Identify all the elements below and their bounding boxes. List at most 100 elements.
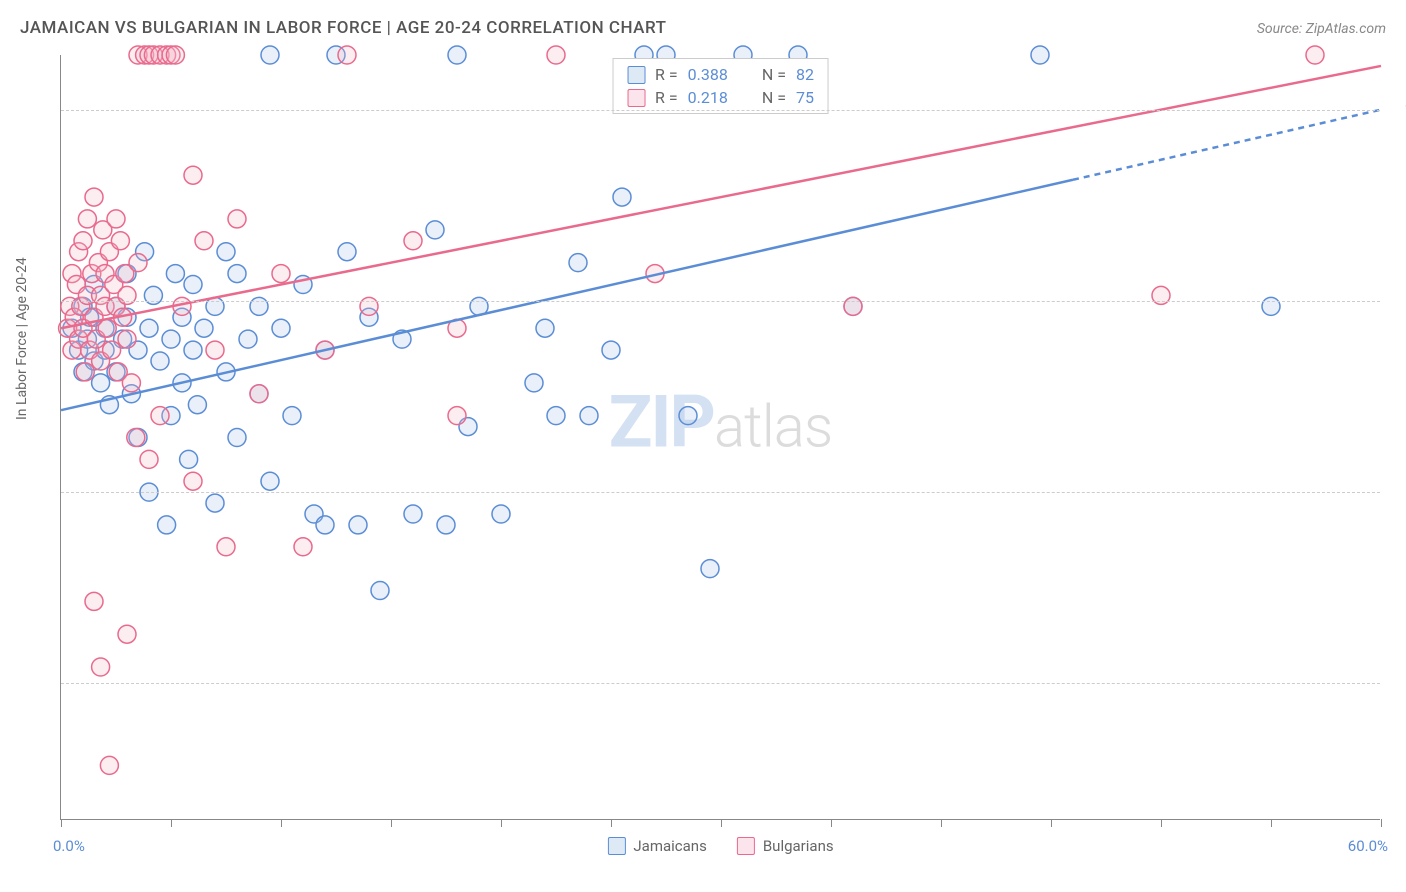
title-bar: JAMAICAN VS BULGARIAN IN LABOR FORCE | A… xyxy=(20,18,1386,38)
scatter-point xyxy=(111,232,129,250)
scatter-point xyxy=(166,265,184,283)
scatter-point xyxy=(195,232,213,250)
gridline-h xyxy=(61,110,1380,111)
scatter-point xyxy=(118,625,136,643)
scatter-point xyxy=(1031,46,1049,64)
x-tick xyxy=(1271,819,1272,827)
scatter-point xyxy=(272,319,290,337)
scatter-point xyxy=(76,363,94,381)
legend-n-label: N = xyxy=(762,88,786,107)
scatter-point xyxy=(294,538,312,556)
scatter-point xyxy=(228,210,246,228)
scatter-point xyxy=(129,254,147,272)
gridline-h xyxy=(61,492,1380,493)
scatter-point xyxy=(140,450,158,468)
scatter-point xyxy=(250,385,268,403)
scatter-point xyxy=(536,319,554,337)
y-axis-label: In Labor Force | Age 20-24 xyxy=(14,257,30,420)
scatter-point xyxy=(74,232,92,250)
legend-n-label: N = xyxy=(762,65,786,84)
trend-line xyxy=(61,180,1073,410)
scatter-point xyxy=(228,265,246,283)
scatter-point xyxy=(228,429,246,447)
scatter-point xyxy=(261,46,279,64)
scatter-point xyxy=(525,374,543,392)
scatter-point xyxy=(217,243,235,261)
scatter-point xyxy=(100,756,118,774)
series-legend-label: Jamaicans xyxy=(633,837,706,855)
scatter-point xyxy=(78,210,96,228)
scatter-point xyxy=(261,472,279,490)
scatter-point xyxy=(547,46,565,64)
scatter-point xyxy=(338,243,356,261)
legend-swatch xyxy=(627,89,645,107)
scatter-point xyxy=(404,232,422,250)
scatter-point xyxy=(404,505,422,523)
legend-swatch xyxy=(627,66,645,84)
scatter-point xyxy=(188,396,206,414)
scatter-point xyxy=(338,46,356,64)
legend-swatch xyxy=(737,837,755,855)
scatter-point xyxy=(151,407,169,425)
series-legend-item: Jamaicans xyxy=(607,837,706,855)
x-axis-min-label: 0.0% xyxy=(53,837,85,855)
legend-swatch xyxy=(607,837,625,855)
trend-line-dashed xyxy=(1073,110,1381,180)
scatter-point xyxy=(184,276,202,294)
scatter-point xyxy=(98,319,116,337)
correlation-legend-row: R = 0.218N = 75 xyxy=(627,86,814,109)
scatter-point xyxy=(349,516,367,534)
gridline-h xyxy=(61,301,1380,302)
scatter-point xyxy=(184,472,202,490)
scatter-point xyxy=(569,254,587,272)
legend-r-label: R = xyxy=(655,65,678,84)
scatter-point xyxy=(613,188,631,206)
scatter-point xyxy=(272,265,290,283)
scatter-point xyxy=(195,319,213,337)
scatter-point xyxy=(217,538,235,556)
scatter-point xyxy=(103,341,121,359)
x-tick xyxy=(611,819,612,827)
scatter-point xyxy=(127,429,145,447)
scatter-point xyxy=(371,582,389,600)
scatter-point xyxy=(1306,46,1324,64)
x-tick xyxy=(391,819,392,827)
correlation-legend: R = 0.388N = 82R = 0.218N = 75 xyxy=(612,58,829,114)
x-tick xyxy=(61,819,62,827)
series-legend: Jamaicans Bulgarians xyxy=(607,837,833,855)
x-tick xyxy=(1051,819,1052,827)
scatter-point xyxy=(448,46,466,64)
scatter-point xyxy=(206,341,224,359)
scatter-point xyxy=(426,221,444,239)
series-legend-label: Bulgarians xyxy=(763,837,834,855)
x-tick xyxy=(831,819,832,827)
scatter-point xyxy=(180,450,198,468)
scatter-point xyxy=(316,516,334,534)
scatter-point xyxy=(85,188,103,206)
chart-container: JAMAICAN VS BULGARIAN IN LABOR FORCE | A… xyxy=(0,0,1406,892)
scatter-point xyxy=(547,407,565,425)
scatter-point xyxy=(283,407,301,425)
gridline-h xyxy=(61,683,1380,684)
scatter-point xyxy=(580,407,598,425)
y-tick-label: 100.0% xyxy=(1390,102,1406,118)
legend-r-value: 0.218 xyxy=(688,88,728,107)
scatter-point xyxy=(679,407,697,425)
y-tick-label: 82.5% xyxy=(1390,293,1406,309)
chart-svg xyxy=(61,55,1380,819)
scatter-point xyxy=(166,46,184,64)
scatter-point xyxy=(92,374,110,392)
x-tick xyxy=(941,819,942,827)
scatter-point xyxy=(701,560,719,578)
x-tick xyxy=(1381,819,1382,827)
scatter-point xyxy=(118,330,136,348)
scatter-point xyxy=(206,494,224,512)
x-tick xyxy=(501,819,502,827)
series-legend-item: Bulgarians xyxy=(737,837,834,855)
x-tick xyxy=(721,819,722,827)
x-tick xyxy=(281,819,282,827)
y-tick-label: 65.0% xyxy=(1390,484,1406,500)
scatter-point xyxy=(92,658,110,676)
scatter-point xyxy=(107,210,125,228)
y-tick-label: 47.5% xyxy=(1390,675,1406,691)
